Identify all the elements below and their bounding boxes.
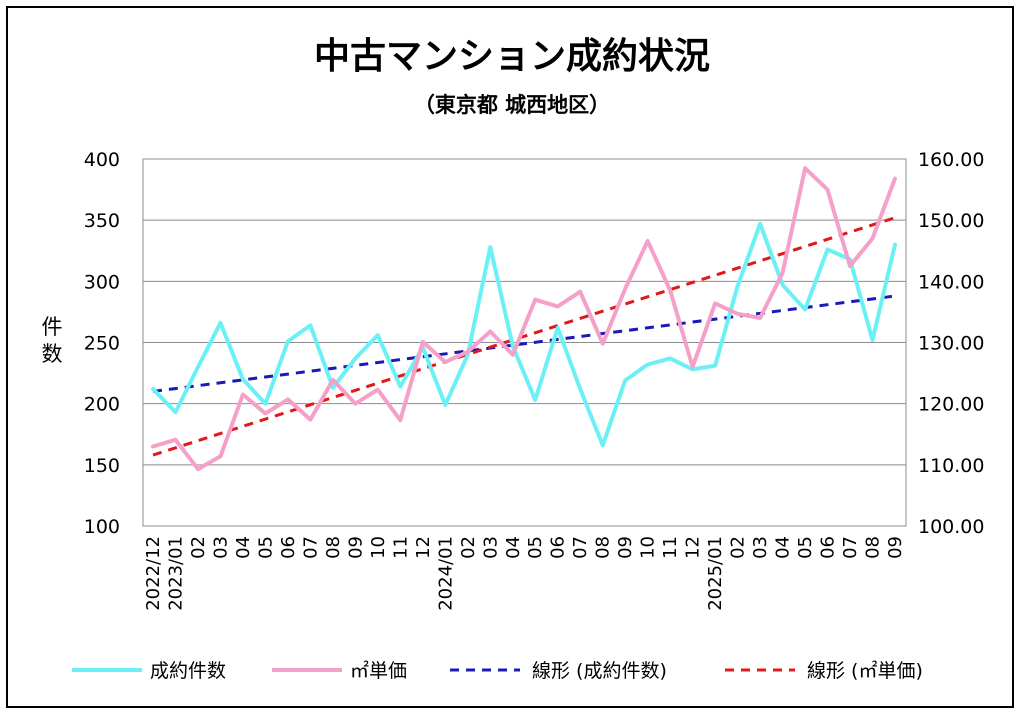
x-tick-label: 2025/01	[705, 536, 726, 611]
left-tick-label: 350	[84, 210, 120, 232]
series-line-unit-price	[151, 166, 897, 472]
x-tick-label: 12	[413, 536, 434, 559]
x-tick-label: 02	[458, 536, 479, 559]
x-tick-label: 06	[548, 536, 569, 559]
legend-label: 線形 (成約件数)	[532, 660, 667, 682]
right-tick-label: 140.00	[918, 271, 984, 293]
chart-subtitle: （東京都 城西地区）	[414, 93, 610, 117]
right-axis-ticks: 100.00 110.00 120.00 130.00 140.00 150.00 160.…	[918, 149, 984, 538]
legend-label: 成約件数	[150, 660, 226, 682]
x-tick-label: 05	[795, 536, 816, 559]
chart-title: 中古マンション成約状況	[314, 36, 710, 77]
x-tick-label: 02	[728, 536, 749, 559]
x-tick-label: 04	[503, 536, 524, 559]
x-tick-label: 05	[525, 536, 546, 559]
left-tick-label: 150	[84, 455, 120, 477]
x-tick-label: 09	[885, 536, 906, 559]
legend-label: 線形 (㎡単価)	[807, 659, 923, 682]
x-tick-label: 08	[593, 536, 614, 559]
x-tick-label: 03	[480, 536, 501, 559]
x-tick-label: 2022/12	[143, 536, 164, 611]
trend-line-unit-price	[152, 216, 896, 457]
y-axis-label-char-2: 数	[42, 342, 63, 366]
right-tick-label: 160.00	[918, 149, 984, 171]
left-axis-ticks: 100 150 200 250 300 350 400	[84, 149, 120, 538]
y-axis-label-char-1: 件	[42, 315, 63, 339]
left-tick-label: 250	[84, 333, 120, 355]
x-tick-label: 2024/01	[435, 536, 456, 611]
x-tick-label: 02	[188, 536, 209, 559]
right-tick-label: 130.00	[918, 333, 984, 355]
x-tick-label: 2023/01	[165, 536, 186, 611]
x-tick-label: 12	[683, 536, 704, 559]
x-tick-label: 04	[233, 536, 254, 559]
x-tick-label: 04	[773, 536, 794, 559]
x-axis-ticks: 2022/12 2023/01 02 03 04 05 06 07 08 09 10 11 12 2024…	[143, 536, 906, 611]
x-tick-label: 03	[750, 536, 771, 559]
left-tick-label: 400	[84, 149, 120, 171]
legend-label: ㎡単価	[350, 659, 407, 682]
series-line-count	[151, 221, 897, 448]
x-tick-label: 11	[660, 536, 681, 559]
x-tick-label: 09	[615, 536, 636, 559]
left-tick-label: 100	[84, 516, 120, 538]
x-tick-label: 08	[323, 536, 344, 559]
trend-line-count	[152, 294, 896, 393]
x-tick-label: 06	[818, 536, 839, 559]
x-tick-label: 03	[210, 536, 231, 559]
gridlines	[143, 219, 906, 466]
x-tick-label: 10	[638, 536, 659, 559]
x-tick-label: 06	[278, 536, 299, 559]
left-tick-label: 300	[84, 271, 120, 293]
x-tick-label: 07	[570, 536, 591, 559]
right-tick-label: 150.00	[918, 210, 984, 232]
left-tick-label: 200	[84, 394, 120, 416]
x-tick-label: 05	[255, 536, 276, 559]
x-tick-label: 10	[368, 536, 389, 559]
chart-frame	[6, 6, 1014, 708]
x-tick-label: 07	[840, 536, 861, 559]
right-tick-label: 110.00	[918, 455, 984, 477]
x-tick-label: 11	[390, 536, 411, 559]
x-tick-label: 08	[863, 536, 884, 559]
x-tick-label: 07	[300, 536, 321, 559]
legend: 成約件数 ㎡単価 線形 (成約件数) 線形 (㎡単価)	[72, 659, 923, 682]
right-tick-label: 120.00	[918, 394, 984, 416]
series-lines	[151, 166, 897, 472]
x-tick-label: 09	[345, 536, 366, 559]
right-tick-label: 100.00	[918, 516, 984, 538]
